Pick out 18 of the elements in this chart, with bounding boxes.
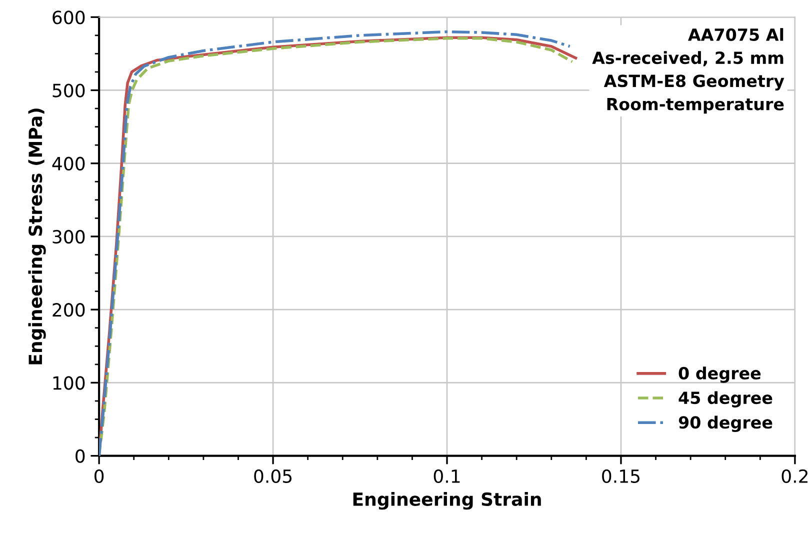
x-tick-label: 0.1: [434, 469, 460, 483]
y-tick-label: 100: [53, 376, 85, 390]
x-tick-label: 0: [94, 469, 104, 483]
y-axis-title: Engineering Stress (MPa): [28, 108, 46, 364]
legend-label: 90 degree: [678, 416, 772, 432]
y-tick-label: 500: [52, 84, 85, 98]
x-tick-label: 0.2: [782, 469, 808, 483]
x-tick-label: 0.15: [602, 469, 640, 483]
y-tick-label: 0: [76, 449, 85, 463]
x-tick-label: 0.05: [254, 469, 292, 483]
y-tick-label: 600: [52, 10, 85, 24]
legend-label: 45 degree: [678, 391, 772, 408]
x-axis-title: Engineering Strain: [353, 492, 541, 510]
y-tick-label: 400: [52, 156, 85, 170]
legend-label: 0 degree: [678, 366, 761, 383]
annotation: AA7075 Al As-received, 2.5 mm ASTM-E8 Geometry Room-temperature: [592, 28, 784, 114]
y-tick-label: 200: [52, 303, 85, 317]
y-tick-label: 300: [52, 230, 85, 244]
